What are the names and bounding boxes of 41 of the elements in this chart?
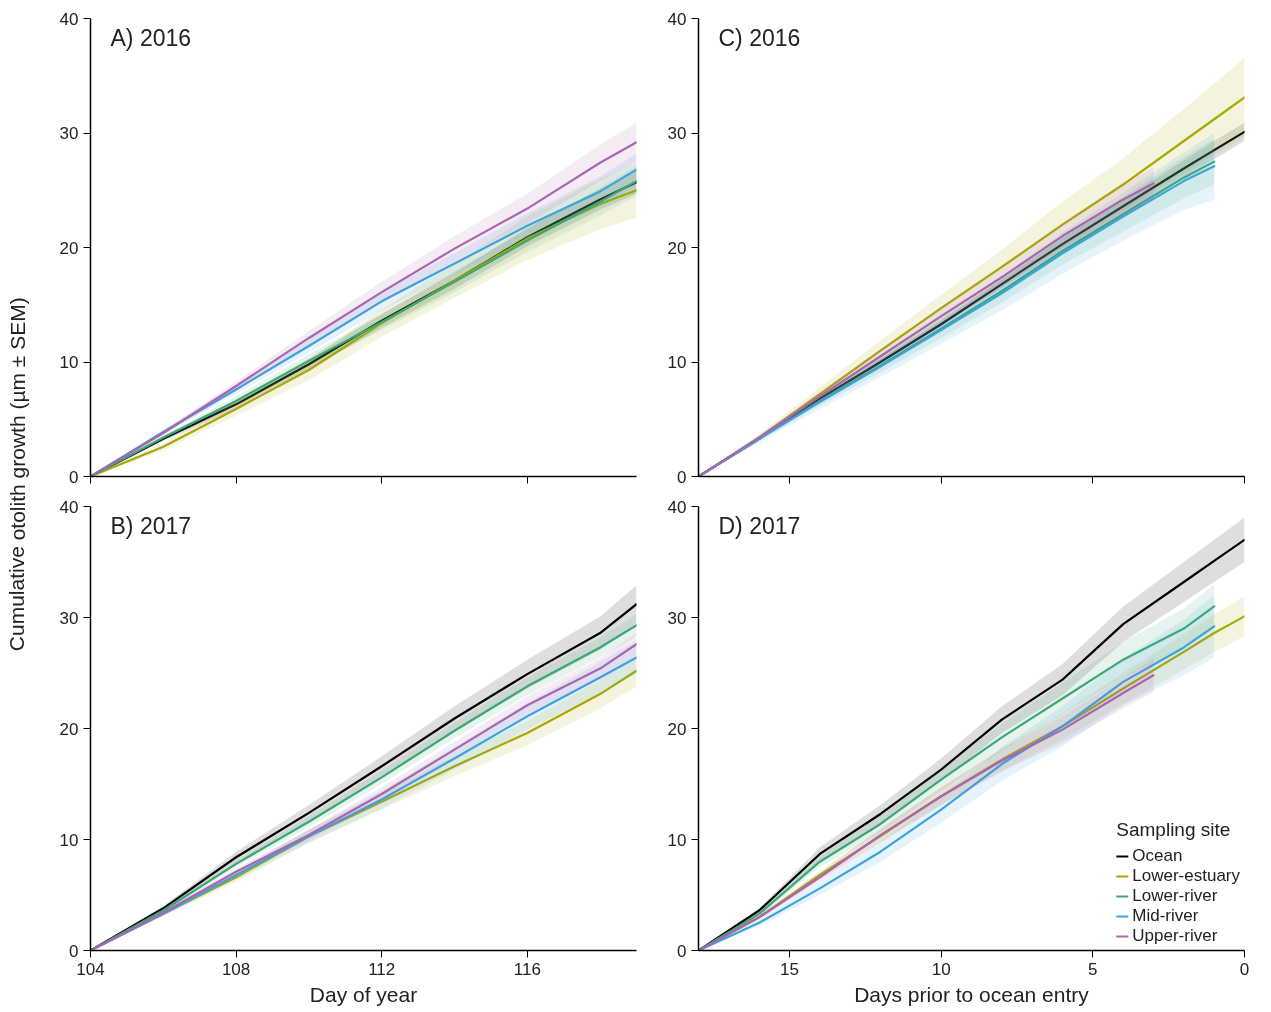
legend-title: Sampling site — [1116, 819, 1232, 841]
y-tick-label: 30 — [59, 608, 79, 628]
y-tick-label: 0 — [677, 467, 687, 487]
y-tick-label: 30 — [667, 124, 687, 143]
y-tick-label: 10 — [667, 830, 687, 850]
y-tick-label: 20 — [59, 238, 79, 258]
y-tick-label: 10 — [59, 830, 79, 850]
x-tick-label: 0 — [1239, 959, 1250, 979]
y-axis-title: Cumulative otolith growth (µm ± SEM) — [5, 297, 29, 652]
legend-label: Lower-estuary — [1132, 866, 1240, 886]
x-tick-label: 104 — [76, 959, 105, 979]
y-tick-label: 0 — [677, 941, 687, 961]
legend-label: Upper-river — [1132, 926, 1218, 946]
y-tick-label: 20 — [667, 238, 687, 258]
legend-label: Mid-river — [1132, 906, 1199, 926]
chart-title: B) 2017 — [110, 512, 192, 539]
x-tick-label: 112 — [368, 959, 396, 979]
legend-label: Ocean — [1132, 846, 1183, 866]
x-tick-label: 116 — [513, 959, 541, 979]
y-tick-label: 40 — [59, 9, 79, 29]
y-tick-label: 40 — [667, 9, 687, 29]
x-tick-label: 15 — [780, 959, 799, 979]
y-tick-label: 30 — [667, 608, 687, 628]
chart-title: A) 2016 — [110, 24, 192, 51]
y-tick-label: 40 — [667, 497, 687, 517]
y-tick-label: 20 — [667, 719, 687, 739]
y-tick-label: 20 — [59, 719, 79, 739]
legend-label: Lower-river — [1132, 886, 1218, 906]
y-tick-label: 40 — [59, 497, 79, 517]
x-axis-title: Days prior to ocean entry — [854, 982, 1090, 1006]
x-axis-title: Day of year — [309, 982, 418, 1006]
y-tick-label: 10 — [59, 353, 79, 372]
x-tick-label: 10 — [931, 959, 951, 979]
x-tick-label: 5 — [1088, 959, 1098, 979]
x-tick-label: 108 — [221, 959, 251, 979]
chart-title: C) 2016 — [718, 24, 801, 51]
y-tick-label: 0 — [69, 467, 79, 487]
y-tick-label: 0 — [69, 941, 79, 961]
chart-title: D) 2017 — [718, 512, 801, 539]
y-tick-label: 30 — [59, 124, 79, 143]
y-tick-label: 10 — [667, 353, 687, 372]
